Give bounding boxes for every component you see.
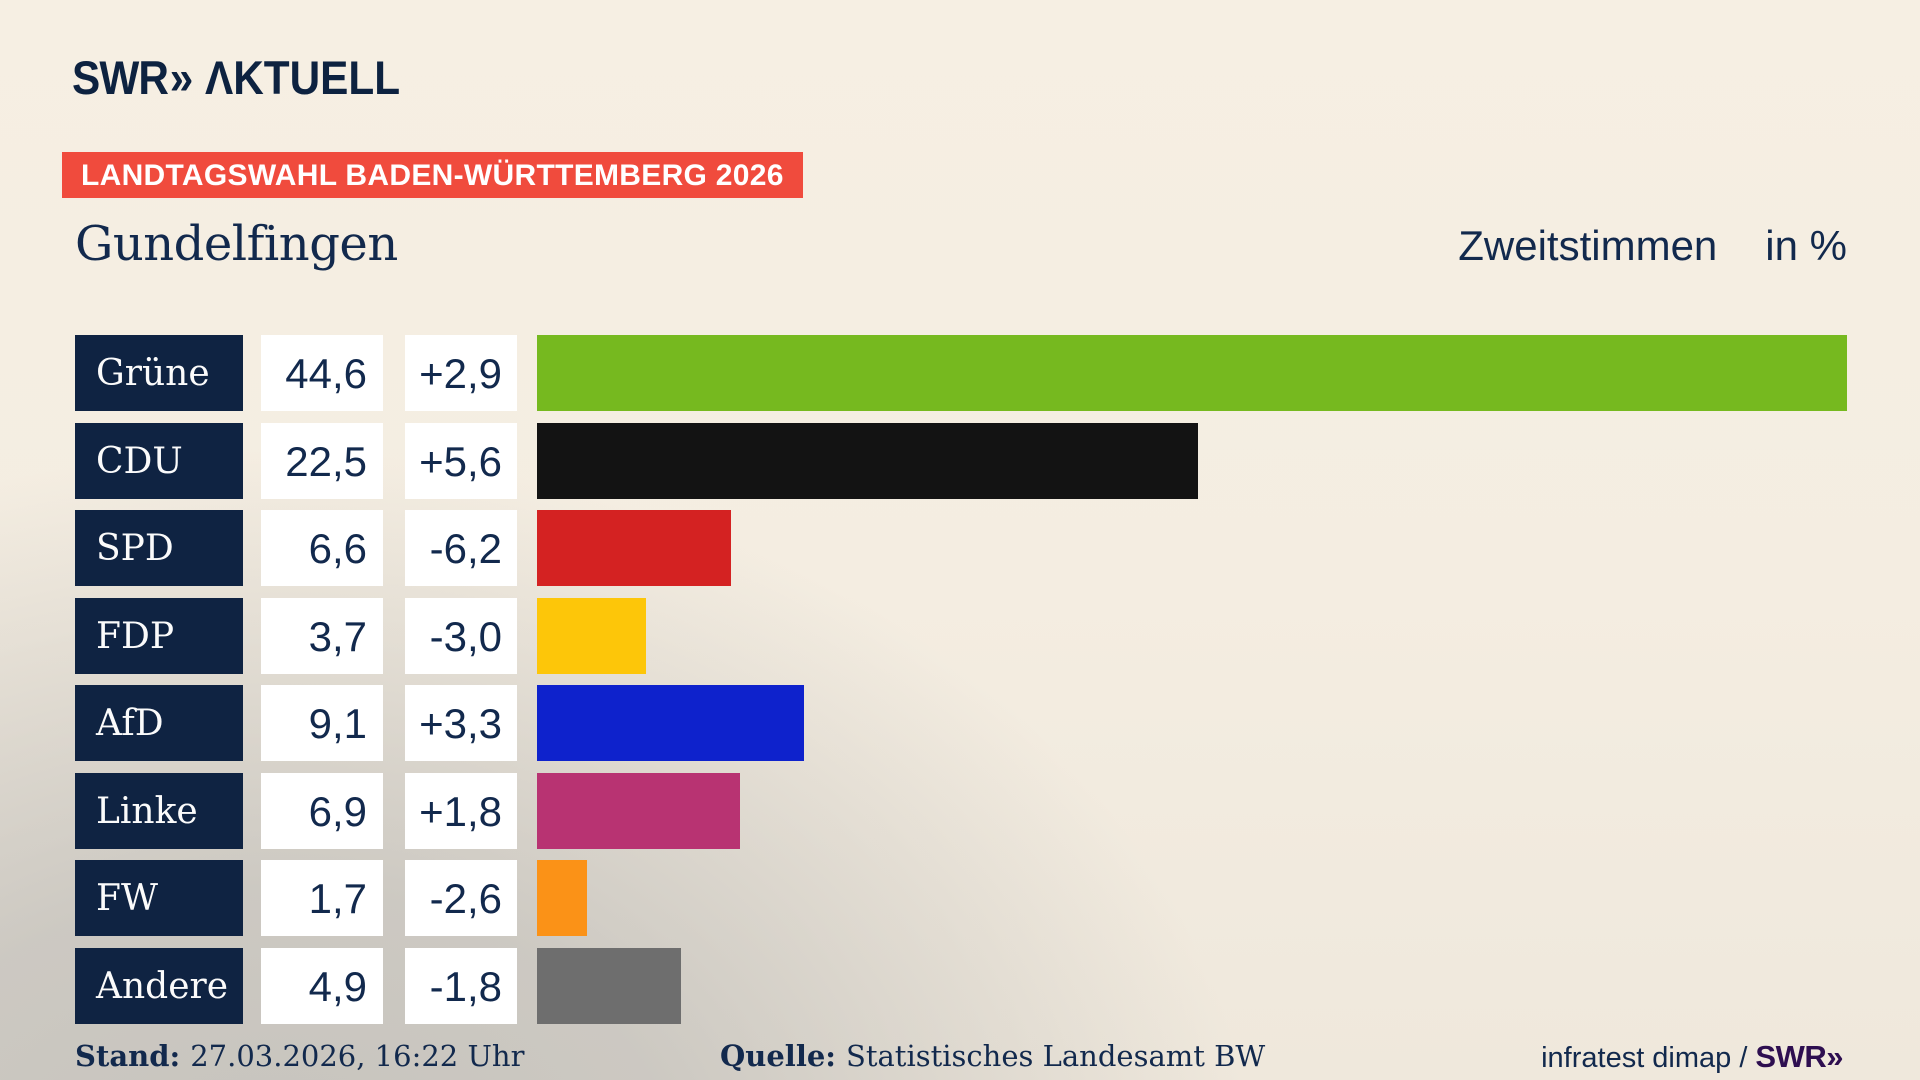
- stand-value: 27.03.2026, 16:22 Uhr: [190, 1039, 525, 1073]
- party-label: CDU: [75, 422, 243, 499]
- logo-swr-text: SWR: [72, 51, 169, 104]
- bar-fill: [537, 335, 1847, 411]
- chart-row: Andere 4,9 -1,8: [75, 947, 1847, 1024]
- bar-fill: [537, 597, 646, 674]
- credit-text: infratest dimap /: [1541, 1042, 1748, 1074]
- status-timestamp: Stand: 27.03.2026, 16:22 Uhr: [75, 1039, 524, 1073]
- bar-fill: [537, 772, 740, 849]
- party-label: FW: [75, 860, 243, 936]
- bar-fill: [537, 422, 1198, 499]
- bar-chart: Grüne 44,6 +2,9 CDU 22,5 +5,6 SPD 6,6 -6,2 FDP 3,7…: [75, 335, 1847, 1035]
- value-cell: 1,7: [261, 860, 383, 936]
- subtitle-unit: in %: [1765, 222, 1847, 269]
- change-cell: +5,6: [405, 422, 517, 499]
- chart-row: FW 1,7 -2,6: [75, 860, 1847, 936]
- party-label: FDP: [75, 597, 243, 674]
- quelle-label: Quelle:: [720, 1039, 836, 1073]
- change-cell: -2,6: [405, 860, 517, 936]
- credit-swr-logo: SWR»: [1755, 1039, 1843, 1074]
- party-label: Grüne: [75, 335, 243, 411]
- chart-row: AfD 9,1 +3,3: [75, 685, 1847, 761]
- bar-fill: [537, 947, 681, 1024]
- party-label: Linke: [75, 772, 243, 849]
- value-cell: 44,6: [261, 335, 383, 411]
- chart-row: SPD 6,6 -6,2: [75, 510, 1847, 586]
- change-cell: +1,8: [405, 772, 517, 849]
- value-cell: 9,1: [261, 685, 383, 761]
- bar-track: [537, 860, 1847, 936]
- chart-row: Grüne 44,6 +2,9: [75, 335, 1847, 411]
- source-note: Quelle: Statistisches Landesamt BW: [720, 1039, 1265, 1073]
- bar-track: [537, 947, 1847, 1024]
- bar-track: [537, 685, 1847, 761]
- bar-track: [537, 510, 1847, 586]
- change-cell: +2,9: [405, 335, 517, 411]
- bar-track: [537, 422, 1847, 499]
- chart-subtitle: Zweitstimmen in %: [1458, 222, 1847, 270]
- party-label: Andere: [75, 947, 243, 1024]
- party-label: AfD: [75, 685, 243, 761]
- bar-fill: [537, 510, 731, 586]
- quelle-value: Statistisches Landesamt BW: [846, 1039, 1266, 1073]
- change-cell: -1,8: [405, 947, 517, 1024]
- bar-track: [537, 597, 1847, 674]
- chart-row: Linke 6,9 +1,8: [75, 772, 1847, 849]
- title-row: Gundelfingen Zweitstimmen in %: [75, 216, 1847, 278]
- value-cell: 6,9: [261, 772, 383, 849]
- bar-fill: [537, 685, 805, 761]
- chart-row: CDU 22,5 +5,6: [75, 422, 1847, 499]
- value-cell: 22,5: [261, 422, 383, 499]
- bar-fill: [537, 860, 587, 936]
- double-chevron-icon: »: [169, 51, 194, 104]
- swr-aktuell-logo: SWR» ΛKTUELL: [72, 50, 400, 105]
- change-cell: -6,2: [405, 510, 517, 586]
- election-badge: LANDTAGSWAHL BADEN-WÜRTTEMBERG 2026: [62, 152, 803, 198]
- value-cell: 6,6: [261, 510, 383, 586]
- subtitle-label: Zweitstimmen: [1458, 222, 1718, 269]
- stand-label: Stand:: [75, 1039, 181, 1073]
- chart-row: FDP 3,7 -3,0: [75, 597, 1847, 674]
- value-cell: 3,7: [261, 597, 383, 674]
- bar-track: [537, 335, 1847, 411]
- bar-track: [537, 772, 1847, 849]
- change-cell: -3,0: [405, 597, 517, 674]
- value-cell: 4,9: [261, 947, 383, 1024]
- logo-aktuell-text: ΛKTUELL: [205, 51, 401, 104]
- credit-note: infratest dimap / SWR»: [1541, 1039, 1843, 1075]
- page-title: Gundelfingen: [75, 216, 398, 272]
- change-cell: +3,3: [405, 685, 517, 761]
- party-label: SPD: [75, 510, 243, 586]
